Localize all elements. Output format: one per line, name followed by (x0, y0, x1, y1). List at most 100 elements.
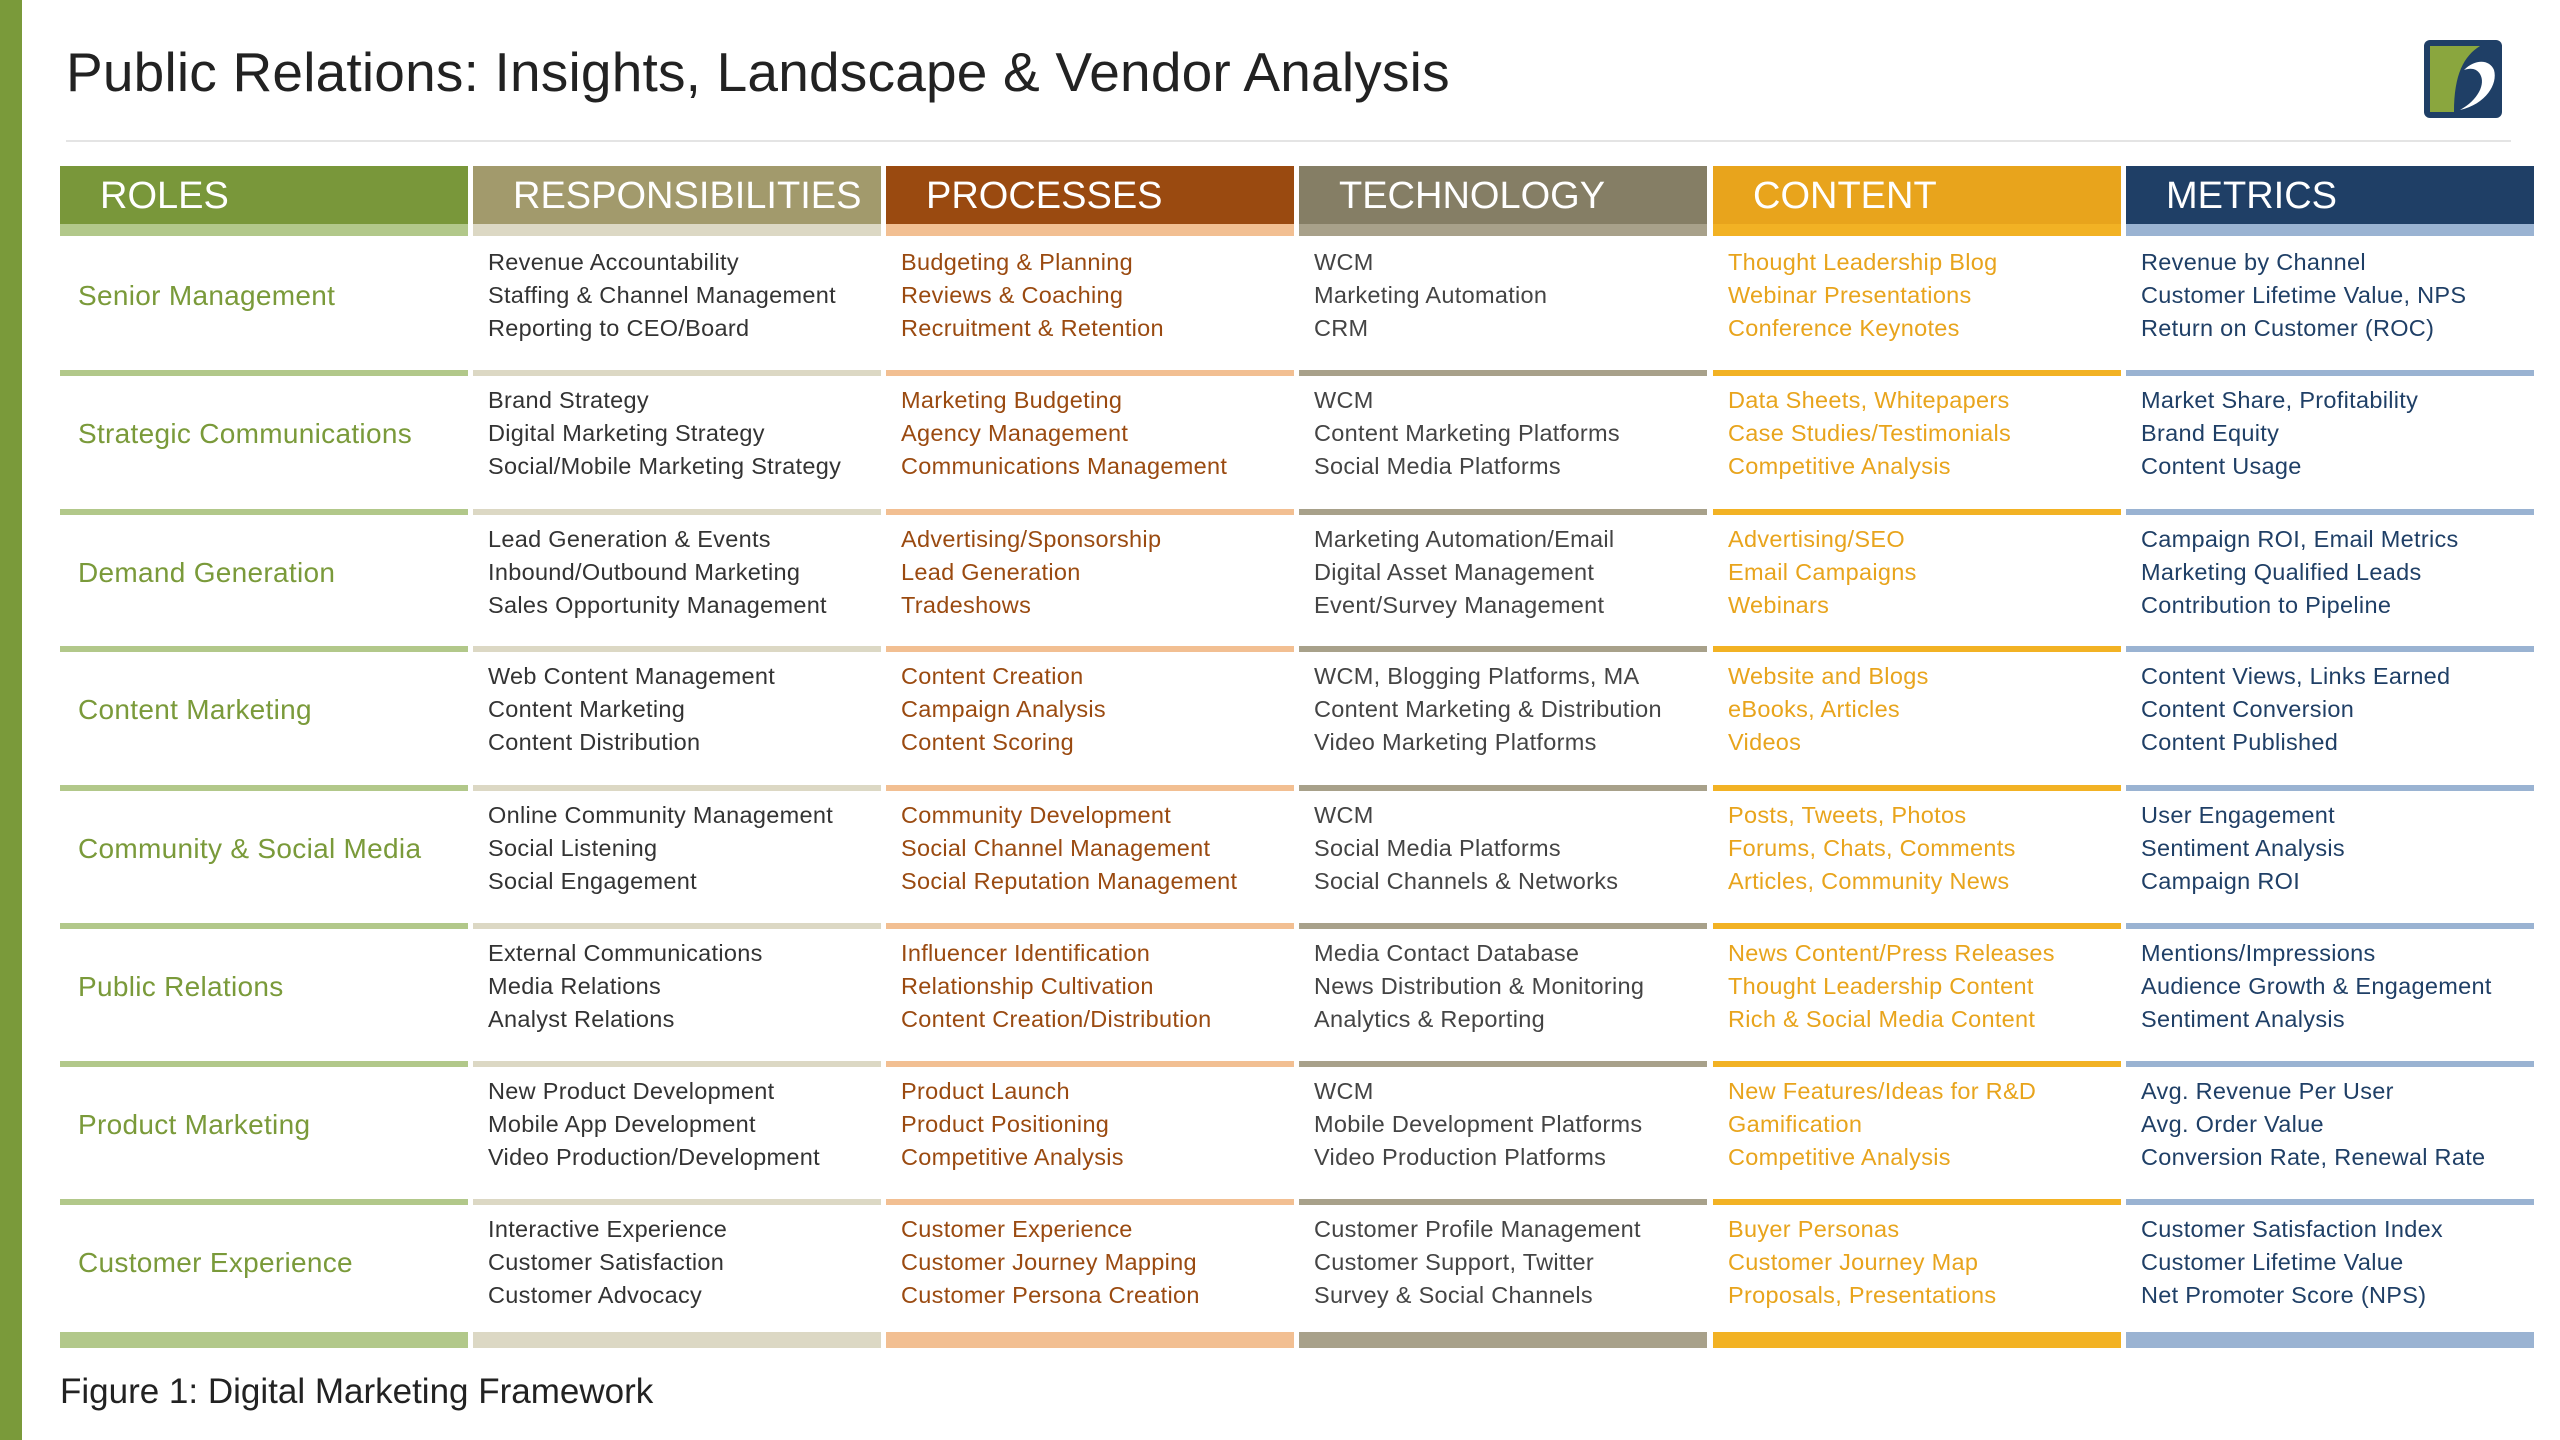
processes-item: Customer Persona Creation (901, 1281, 1200, 1308)
role-label: Strategic Communications (78, 417, 412, 449)
row-divider (473, 370, 881, 376)
responsibilities-item: Analyst Relations (488, 1005, 675, 1032)
responsibilities-cell: External Communications Media Relations An… (473, 925, 881, 1047)
metrics-item: Content Conversion (2141, 695, 2355, 722)
content-item: Forums, Chats, Comments (1728, 834, 2016, 861)
responsibilities-cell: Lead Generation & Events Inbound/Outbound… (473, 511, 881, 633)
role-label: Demand Generation (78, 556, 336, 588)
row-divider (473, 1332, 881, 1348)
content-item: New Features/Ideas for R&D (1728, 1077, 2037, 1104)
header-technology: TECHNOLOGY (1299, 166, 1707, 224)
processes-cell: Product Launch Product Positioning Competi… (886, 1063, 1294, 1185)
responsibilities-item: Inbound/Outbound Marketing (488, 558, 801, 585)
column-metrics: METRICS Revenue by Channel Customer Lifeti… (2126, 166, 2534, 1348)
content-item: Proposals, Presentations (1728, 1281, 1997, 1308)
processes-item: Advertising/Sponsorship (901, 525, 1162, 552)
header-rule-roles (60, 224, 468, 236)
row-divider (473, 1061, 881, 1067)
metrics-item: Marketing Qualified Leads (2141, 558, 2422, 585)
responsibilities-item: Interactive Experience (488, 1215, 728, 1242)
processes-item: Social Channel Management (901, 834, 1211, 861)
technology-item: Media Contact Database (1314, 939, 1580, 966)
role-cell: Product Marketing (60, 1063, 468, 1185)
processes-item: Reviews & Coaching (901, 281, 1124, 308)
row-divider (60, 1199, 468, 1205)
responsibilities-cell: New Product Development Mobile App Develo… (473, 1063, 881, 1185)
header-responsibilities: RESPONSIBILITIES (473, 166, 881, 224)
row-divider (2126, 1061, 2534, 1067)
role-cell: Demand Generation (60, 511, 468, 633)
responsibilities-cell: Online Community Management Social Listen… (473, 787, 881, 909)
technology-item: Video Production Platforms (1314, 1143, 1607, 1170)
column-roles: ROLES Senior Management Strategic Communic… (60, 166, 468, 1348)
responsibilities-item: Social/Mobile Marketing Strategy (488, 452, 842, 479)
row-divider (2126, 1199, 2534, 1205)
content-item: News Content/Press Releases (1728, 939, 2055, 966)
content-item: Website and Blogs (1728, 662, 1929, 689)
header-rule-responsibilities (473, 224, 881, 236)
row-divider (1299, 646, 1707, 652)
metrics-item: Net Promoter Score (NPS) (2141, 1281, 2427, 1308)
content-item: Rich & Social Media Content (1728, 1005, 2036, 1032)
content-cell: News Content/Press Releases Thought Leade… (1713, 925, 2121, 1047)
processes-item: Tradeshows (901, 591, 1032, 618)
row-divider (886, 1332, 1294, 1348)
responsibilities-cell: Brand Strategy Digital Marketing Strategy… (473, 372, 881, 494)
role-cell: Content Marketing (60, 648, 468, 770)
technology-item: Survey & Social Channels (1314, 1281, 1593, 1308)
metrics-item: Market Share, Profitability (2141, 386, 2419, 413)
row-divider (886, 370, 1294, 376)
content-item: eBooks, Articles (1728, 695, 1900, 722)
technology-item: Social Media Platforms (1314, 834, 1561, 861)
content-item: Customer Journey Map (1728, 1248, 1979, 1275)
responsibilities-item: Mobile App Development (488, 1110, 756, 1137)
figure-caption: Figure 1: Digital Marketing Framework (60, 1372, 654, 1411)
technology-item: Analytics & Reporting (1314, 1005, 1545, 1032)
content-item: Buyer Personas (1728, 1215, 1900, 1242)
technology-item: WCM (1314, 386, 1374, 413)
row-divider (886, 785, 1294, 791)
row-divider (2126, 1332, 2534, 1348)
row-divider (1713, 1199, 2121, 1205)
processes-item: Marketing Budgeting (901, 386, 1123, 413)
processes-item: Competitive Analysis (901, 1143, 1124, 1170)
processes-item: Customer Experience (901, 1215, 1133, 1242)
row-divider (60, 509, 468, 515)
metrics-item: Sentiment Analysis (2141, 834, 2345, 861)
role-label: Public Relations (78, 970, 284, 1002)
row-divider (473, 646, 881, 652)
processes-cell: Customer Experience Customer Journey Mapp… (886, 1201, 1294, 1323)
content-item: Competitive Analysis (1728, 452, 1951, 479)
content-cell: Website and Blogs eBooks, Articles Videos (1713, 648, 2121, 770)
content-item: Competitive Analysis (1728, 1143, 1951, 1170)
responsibilities-item: Revenue Accountability (488, 248, 739, 275)
content-cell: Thought Leadership Blog Webinar Presentat… (1713, 234, 2121, 356)
technology-cell: Marketing Automation/Email Digital Asset … (1299, 511, 1707, 633)
row-divider (1299, 1332, 1707, 1348)
header-roles: ROLES (60, 166, 468, 224)
role-cell: Strategic Communications (60, 372, 468, 494)
responsibilities-cell: Web Content Management Content Marketing C… (473, 648, 881, 770)
role-cell: Community & Social Media (60, 787, 468, 909)
processes-item: Customer Journey Mapping (901, 1248, 1197, 1275)
metrics-item: Conversion Rate, Renewal Rate (2141, 1143, 2486, 1170)
technology-cell: WCM Marketing Automation CRM (1299, 234, 1707, 356)
responsibilities-item: Reporting to CEO/Board (488, 314, 750, 341)
row-divider (1713, 370, 2121, 376)
left-accent-bar (0, 0, 22, 1440)
column-responsibilities: RESPONSIBILITIES Revenue Accountability St… (473, 166, 881, 1348)
metrics-item: Content Usage (2141, 452, 2302, 479)
metrics-cell: Content Views, Links Earned Content Conve… (2126, 648, 2534, 770)
responsibilities-item: Customer Advocacy (488, 1281, 703, 1308)
row-divider (1713, 1061, 2121, 1067)
metrics-item: Customer Satisfaction Index (2141, 1215, 2443, 1242)
processes-item: Content Creation/Distribution (901, 1005, 1212, 1032)
technology-item: Content Marketing & Distribution (1314, 695, 1662, 722)
processes-item: Budgeting & Planning (901, 248, 1134, 275)
row-divider (1299, 923, 1707, 929)
row-divider (1299, 1199, 1707, 1205)
row-divider (60, 1061, 468, 1067)
header-rule-content (1713, 224, 2121, 236)
technology-item: Mobile Development Platforms (1314, 1110, 1643, 1137)
processes-cell: Marketing Budgeting Agency Management Comm… (886, 372, 1294, 494)
